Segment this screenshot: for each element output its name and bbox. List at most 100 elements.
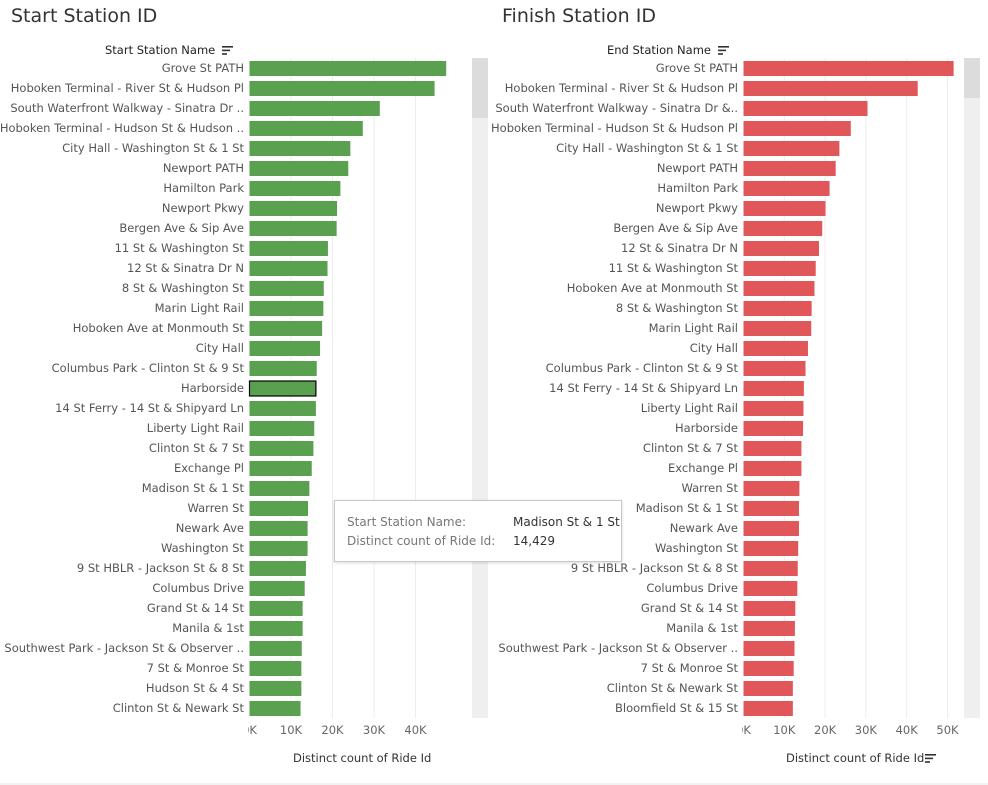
category-label[interactable]: 12 St & Sinatra Dr N (127, 261, 244, 275)
category-label[interactable]: Hoboken Terminal - Hudson St & Hudson .. (0, 121, 244, 135)
bar[interactable] (249, 261, 328, 276)
category-label[interactable]: Newport Pkwy (161, 201, 244, 215)
bar[interactable] (743, 461, 802, 476)
bar[interactable] (743, 361, 806, 376)
bar[interactable] (249, 281, 324, 296)
bar[interactable] (743, 141, 840, 156)
bar[interactable] (249, 161, 349, 176)
bar[interactable] (249, 121, 363, 136)
category-label[interactable]: Hoboken Ave at Monmouth St (72, 321, 244, 335)
category-label[interactable]: Bergen Ave & Sip Ave (119, 221, 244, 235)
category-label[interactable]: 11 St & Washington St (114, 241, 244, 255)
category-label[interactable]: 9 St HBLR - Jackson St & 8 St (76, 561, 244, 575)
category-label[interactable]: Clinton St & Newark St (112, 701, 244, 715)
left-dimension-header[interactable]: Start Station Name (105, 43, 233, 58)
category-label[interactable]: Southwest Park - Jackson St & Observer .… (498, 641, 738, 655)
category-label[interactable]: Bergen Ave & Sip Ave (613, 221, 738, 235)
bar[interactable] (743, 501, 799, 516)
bar[interactable] (249, 621, 303, 636)
category-label[interactable]: Columbus Drive (646, 581, 738, 595)
bar[interactable] (743, 561, 798, 576)
bar[interactable] (249, 301, 324, 316)
bar[interactable] (249, 421, 315, 436)
bar[interactable] (743, 101, 868, 116)
category-label[interactable]: Liberty Light Rail (146, 421, 244, 435)
category-label[interactable]: Warren St (187, 501, 244, 515)
category-label[interactable]: Newport PATH (656, 161, 738, 175)
bar[interactable] (249, 661, 302, 676)
category-label[interactable]: Madison St & 1 St (635, 501, 738, 515)
category-label[interactable]: Manila & 1st (172, 621, 244, 635)
category-label[interactable]: City Hall - Washington St & 1 St (62, 141, 244, 155)
bar[interactable] (743, 341, 808, 356)
category-label[interactable]: Madison St & 1 St (141, 481, 244, 495)
bar[interactable] (743, 181, 830, 196)
bar[interactable] (743, 201, 826, 216)
category-label[interactable]: Hamilton Park (163, 181, 244, 195)
sort-descending-icon[interactable] (221, 44, 233, 58)
bar[interactable] (743, 121, 851, 136)
bar[interactable] (249, 601, 303, 616)
category-label[interactable]: City Hall (195, 341, 244, 355)
category-label[interactable]: Columbus Park - Clinton St & 9 St (51, 361, 244, 375)
right-dimension-header[interactable]: End Station Name (607, 43, 729, 58)
category-label[interactable]: Clinton St & 7 St (148, 441, 244, 455)
right-scrollbar[interactable] (964, 58, 980, 718)
category-label[interactable]: 12 St & Sinatra Dr N (621, 241, 738, 255)
bar[interactable] (743, 521, 799, 536)
category-label[interactable]: Hoboken Ave at Monmouth St (566, 281, 738, 295)
category-label[interactable]: Hoboken Terminal - River St & Hudson Pl (504, 81, 738, 95)
bar[interactable] (249, 181, 341, 196)
category-label[interactable]: Marin Light Rail (648, 321, 738, 335)
category-label[interactable]: 7 St & Monroe St (146, 661, 244, 675)
category-label[interactable]: South Waterfront Walkway - Sinatra Dr .. (10, 101, 244, 115)
category-label[interactable]: City Hall (689, 341, 738, 355)
bar[interactable] (249, 361, 317, 376)
bar[interactable] (249, 521, 308, 536)
bar[interactable] (249, 581, 305, 596)
category-label[interactable]: Exchange Pl (668, 461, 738, 475)
category-label[interactable]: Southwest Park - Jackson St & Observer .… (4, 641, 244, 655)
category-label[interactable]: Warren St (681, 481, 738, 495)
category-label[interactable]: 14 St Ferry - 14 St & Shipyard Ln (55, 401, 244, 415)
bar[interactable] (743, 321, 812, 336)
category-label[interactable]: Grand St & 14 St (146, 601, 244, 615)
category-label[interactable]: Grove St PATH (161, 61, 244, 75)
bar[interactable] (249, 61, 447, 76)
category-label[interactable]: Grove St PATH (655, 61, 738, 75)
category-label[interactable]: 8 St & Washington St (615, 301, 738, 315)
bar[interactable] (743, 441, 802, 456)
bar[interactable] (743, 681, 793, 696)
category-label[interactable]: Washington St (654, 541, 738, 555)
bar[interactable] (743, 381, 804, 396)
bar[interactable] (743, 421, 804, 436)
category-label[interactable]: Marin Light Rail (154, 301, 244, 315)
bar[interactable] (743, 261, 816, 276)
category-label[interactable]: South Waterfront Walkway - Sinatra Dr &.… (495, 101, 738, 115)
bar[interactable] (249, 241, 328, 256)
category-label[interactable]: Bloomfield St & 15 St (614, 701, 738, 715)
bar[interactable] (249, 321, 323, 336)
left-scrollbar-thumb[interactable] (472, 58, 488, 118)
bar[interactable] (743, 641, 795, 656)
category-label[interactable]: City Hall - Washington St & 1 St (556, 141, 738, 155)
bar[interactable] (743, 401, 804, 416)
category-label[interactable]: Clinton St & 7 St (642, 441, 738, 455)
bar-highlighted[interactable] (248, 380, 317, 397)
bar[interactable] (249, 401, 316, 416)
category-label[interactable]: Newport Pkwy (655, 201, 738, 215)
bar[interactable] (743, 661, 794, 676)
bar[interactable] (249, 501, 309, 516)
category-label[interactable]: Washington St (160, 541, 244, 555)
category-label[interactable]: Columbus Park - Clinton St & 9 St (545, 361, 738, 375)
bar[interactable] (249, 101, 380, 116)
category-label[interactable]: Exchange Pl (174, 461, 244, 475)
bar[interactable] (743, 621, 795, 636)
bar[interactable] (249, 541, 308, 556)
category-label[interactable]: Clinton St & Newark St (606, 681, 738, 695)
category-label[interactable]: Harborside (180, 381, 244, 395)
bar[interactable] (743, 601, 796, 616)
bar[interactable] (743, 481, 800, 496)
category-label[interactable]: Newport PATH (162, 161, 244, 175)
category-label[interactable]: Manila & 1st (666, 621, 738, 635)
